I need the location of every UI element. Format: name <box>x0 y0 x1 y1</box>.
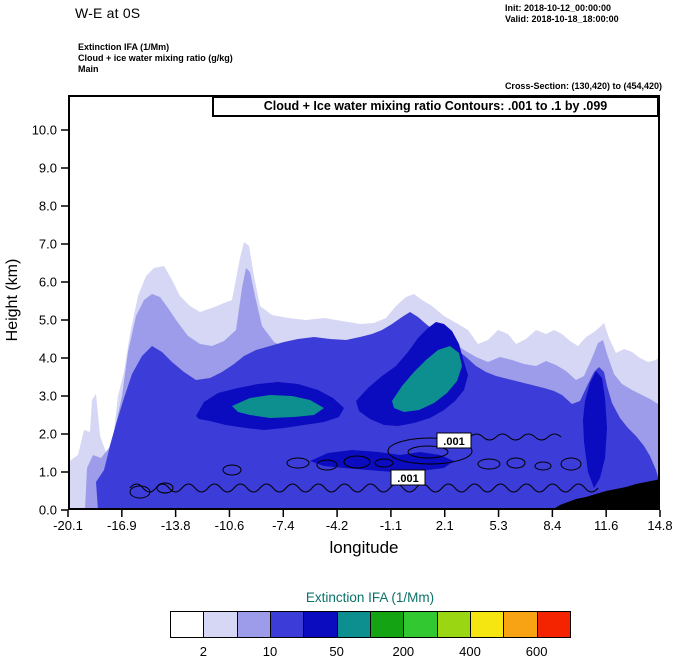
x-tick-label: 2.1 <box>436 518 454 533</box>
valid-time: Valid: 2018-10-18_18:00:00 <box>505 14 619 24</box>
colorbar-tick-label: 400 <box>459 644 481 659</box>
contour-label-text: .001 <box>397 473 418 485</box>
y-tick-label: 9.0 <box>39 161 57 176</box>
y-tick-label: 5.0 <box>39 313 57 328</box>
colorbar-cell <box>304 612 338 637</box>
colorbar-title: Extinction IFA (1/Mm) <box>305 590 435 605</box>
fill-region-level4-east-core <box>356 322 468 426</box>
page-title: W-E at 0S <box>75 5 141 21</box>
y-tick-label: 4.0 <box>39 351 57 366</box>
terrain <box>553 479 659 509</box>
y-axis-ticks: 0.0 1.0 2.0 3.0 4.0 5.0 6.0 7.0 8.0 9.0 10.0 <box>32 123 68 518</box>
y-tick-label: 1.0 <box>39 465 57 480</box>
colorbar-cell <box>470 612 505 637</box>
y-tick-label: 0.0 <box>39 503 57 518</box>
run-times: Init: 2018-10-12_00:00:00 Valid: 2018-10… <box>505 3 619 25</box>
field-info: Extinction IFA (1/Mm) Cloud + ice water … <box>78 42 233 75</box>
x-tick-label: -10.6 <box>215 518 245 533</box>
colorbar-cell <box>504 612 538 637</box>
contour-label-lower: .001 <box>390 469 426 486</box>
cloud-contour-lines <box>129 433 599 499</box>
colorbar-tick-label: 600 <box>525 644 548 659</box>
colorbar-tick-labels: 2 10 50 200 400 600 <box>0 644 674 662</box>
field-line-domain: Main <box>78 64 99 74</box>
x-tick-label: 14.8 <box>647 518 672 533</box>
x-tick-label: 11.6 <box>594 518 618 533</box>
x-tick-label: -13.8 <box>161 518 191 533</box>
x-tick-label: -4.2 <box>326 518 348 533</box>
y-tick-label: 2.0 <box>39 427 57 442</box>
y-axis-label: Height (km) <box>4 258 21 342</box>
colorbar-cell <box>337 612 371 637</box>
fill-region-level5-east <box>392 346 462 412</box>
x-tick-label: 8.4 <box>543 518 561 533</box>
colorbar-tick-label: 50 <box>329 644 344 659</box>
y-tick-label: 3.0 <box>39 389 57 404</box>
x-tick-label: -7.4 <box>272 518 294 533</box>
colorbar-cell <box>370 612 405 637</box>
field-line-cloud: Cloud + ice water mixing ratio (g/kg) <box>78 53 233 63</box>
contour-label-upper: .001 <box>436 432 472 449</box>
colorbar-tick-label: 2 <box>199 644 207 659</box>
colorbar-tick-label: 200 <box>392 644 415 659</box>
cross-section-label: Cross-Section: (130,420) to (454,420) <box>504 81 662 91</box>
x-tick-label: -20.1 <box>53 518 83 533</box>
x-tick-label: -16.9 <box>107 518 137 533</box>
colorbar-cell <box>537 612 570 637</box>
init-time: Init: 2018-10-12_00:00:00 <box>505 3 612 13</box>
x-axis-ticks: -20.1 -16.9 -13.8 -10.6 -7.4 -4.2 -1.1 2.1 5.3 8.… <box>53 510 673 533</box>
fill-region-level4-low-band <box>310 450 454 472</box>
field-line-extinction: Extinction IFA (1/Mm) <box>78 42 170 52</box>
cross-section-plot: .001 .001 -20.1 -16.9 -13.8 -10.6 -7.4 -4.2 -1… <box>32 95 673 533</box>
y-tick-label: 7.0 <box>39 237 57 252</box>
colorbar-cell <box>237 612 271 637</box>
colorbar-tick-label: 10 <box>262 644 278 659</box>
y-tick-label: 6.0 <box>39 275 57 290</box>
plot-title: Cloud + Ice water mixing ratio Contours:… <box>212 96 659 117</box>
colorbar-cell <box>437 612 471 637</box>
colorbar-cell <box>404 612 438 637</box>
x-tick-label: 5.3 <box>490 518 508 533</box>
colorbar <box>170 611 571 638</box>
fill-region-level5-west <box>232 395 324 418</box>
fill-region-level4-right-column <box>583 371 607 488</box>
colorbar-cell <box>171 612 205 637</box>
x-tick-label: -1.1 <box>380 518 402 533</box>
y-tick-label: 10.0 <box>32 123 57 138</box>
colorbar-cell <box>270 612 305 637</box>
x-axis-label: longitude <box>329 538 399 557</box>
contour-label-text: .001 <box>443 436 464 448</box>
colorbar-cell <box>204 612 238 637</box>
y-tick-label: 8.0 <box>39 199 57 214</box>
